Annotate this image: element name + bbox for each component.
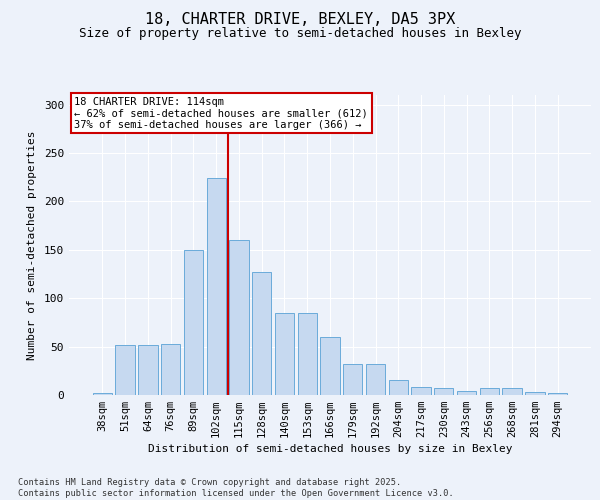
Bar [161,344,181,395]
Bar [93,393,112,395]
Bar [115,344,135,395]
Bar [412,388,431,395]
Bar [457,391,476,395]
Y-axis label: Number of semi-detached properties: Number of semi-detached properties [27,130,37,360]
Bar [366,364,385,395]
Bar [275,312,294,395]
Text: Contains HM Land Registry data © Crown copyright and database right 2025.
Contai: Contains HM Land Registry data © Crown c… [18,478,454,498]
Bar [434,388,454,395]
Bar [479,388,499,395]
Bar [548,393,567,395]
X-axis label: Distribution of semi-detached houses by size in Bexley: Distribution of semi-detached houses by … [148,444,512,454]
Bar [252,272,271,395]
Bar [389,380,408,395]
Text: 18 CHARTER DRIVE: 114sqm
← 62% of semi-detached houses are smaller (612)
37% of : 18 CHARTER DRIVE: 114sqm ← 62% of semi-d… [74,96,368,130]
Bar [298,312,317,395]
Bar [138,344,158,395]
Bar [320,337,340,395]
Bar [184,250,203,395]
Bar [525,392,545,395]
Bar [502,388,522,395]
Bar [206,178,226,395]
Bar [343,364,362,395]
Bar [229,240,248,395]
Text: Size of property relative to semi-detached houses in Bexley: Size of property relative to semi-detach… [79,28,521,40]
Text: 18, CHARTER DRIVE, BEXLEY, DA5 3PX: 18, CHARTER DRIVE, BEXLEY, DA5 3PX [145,12,455,28]
